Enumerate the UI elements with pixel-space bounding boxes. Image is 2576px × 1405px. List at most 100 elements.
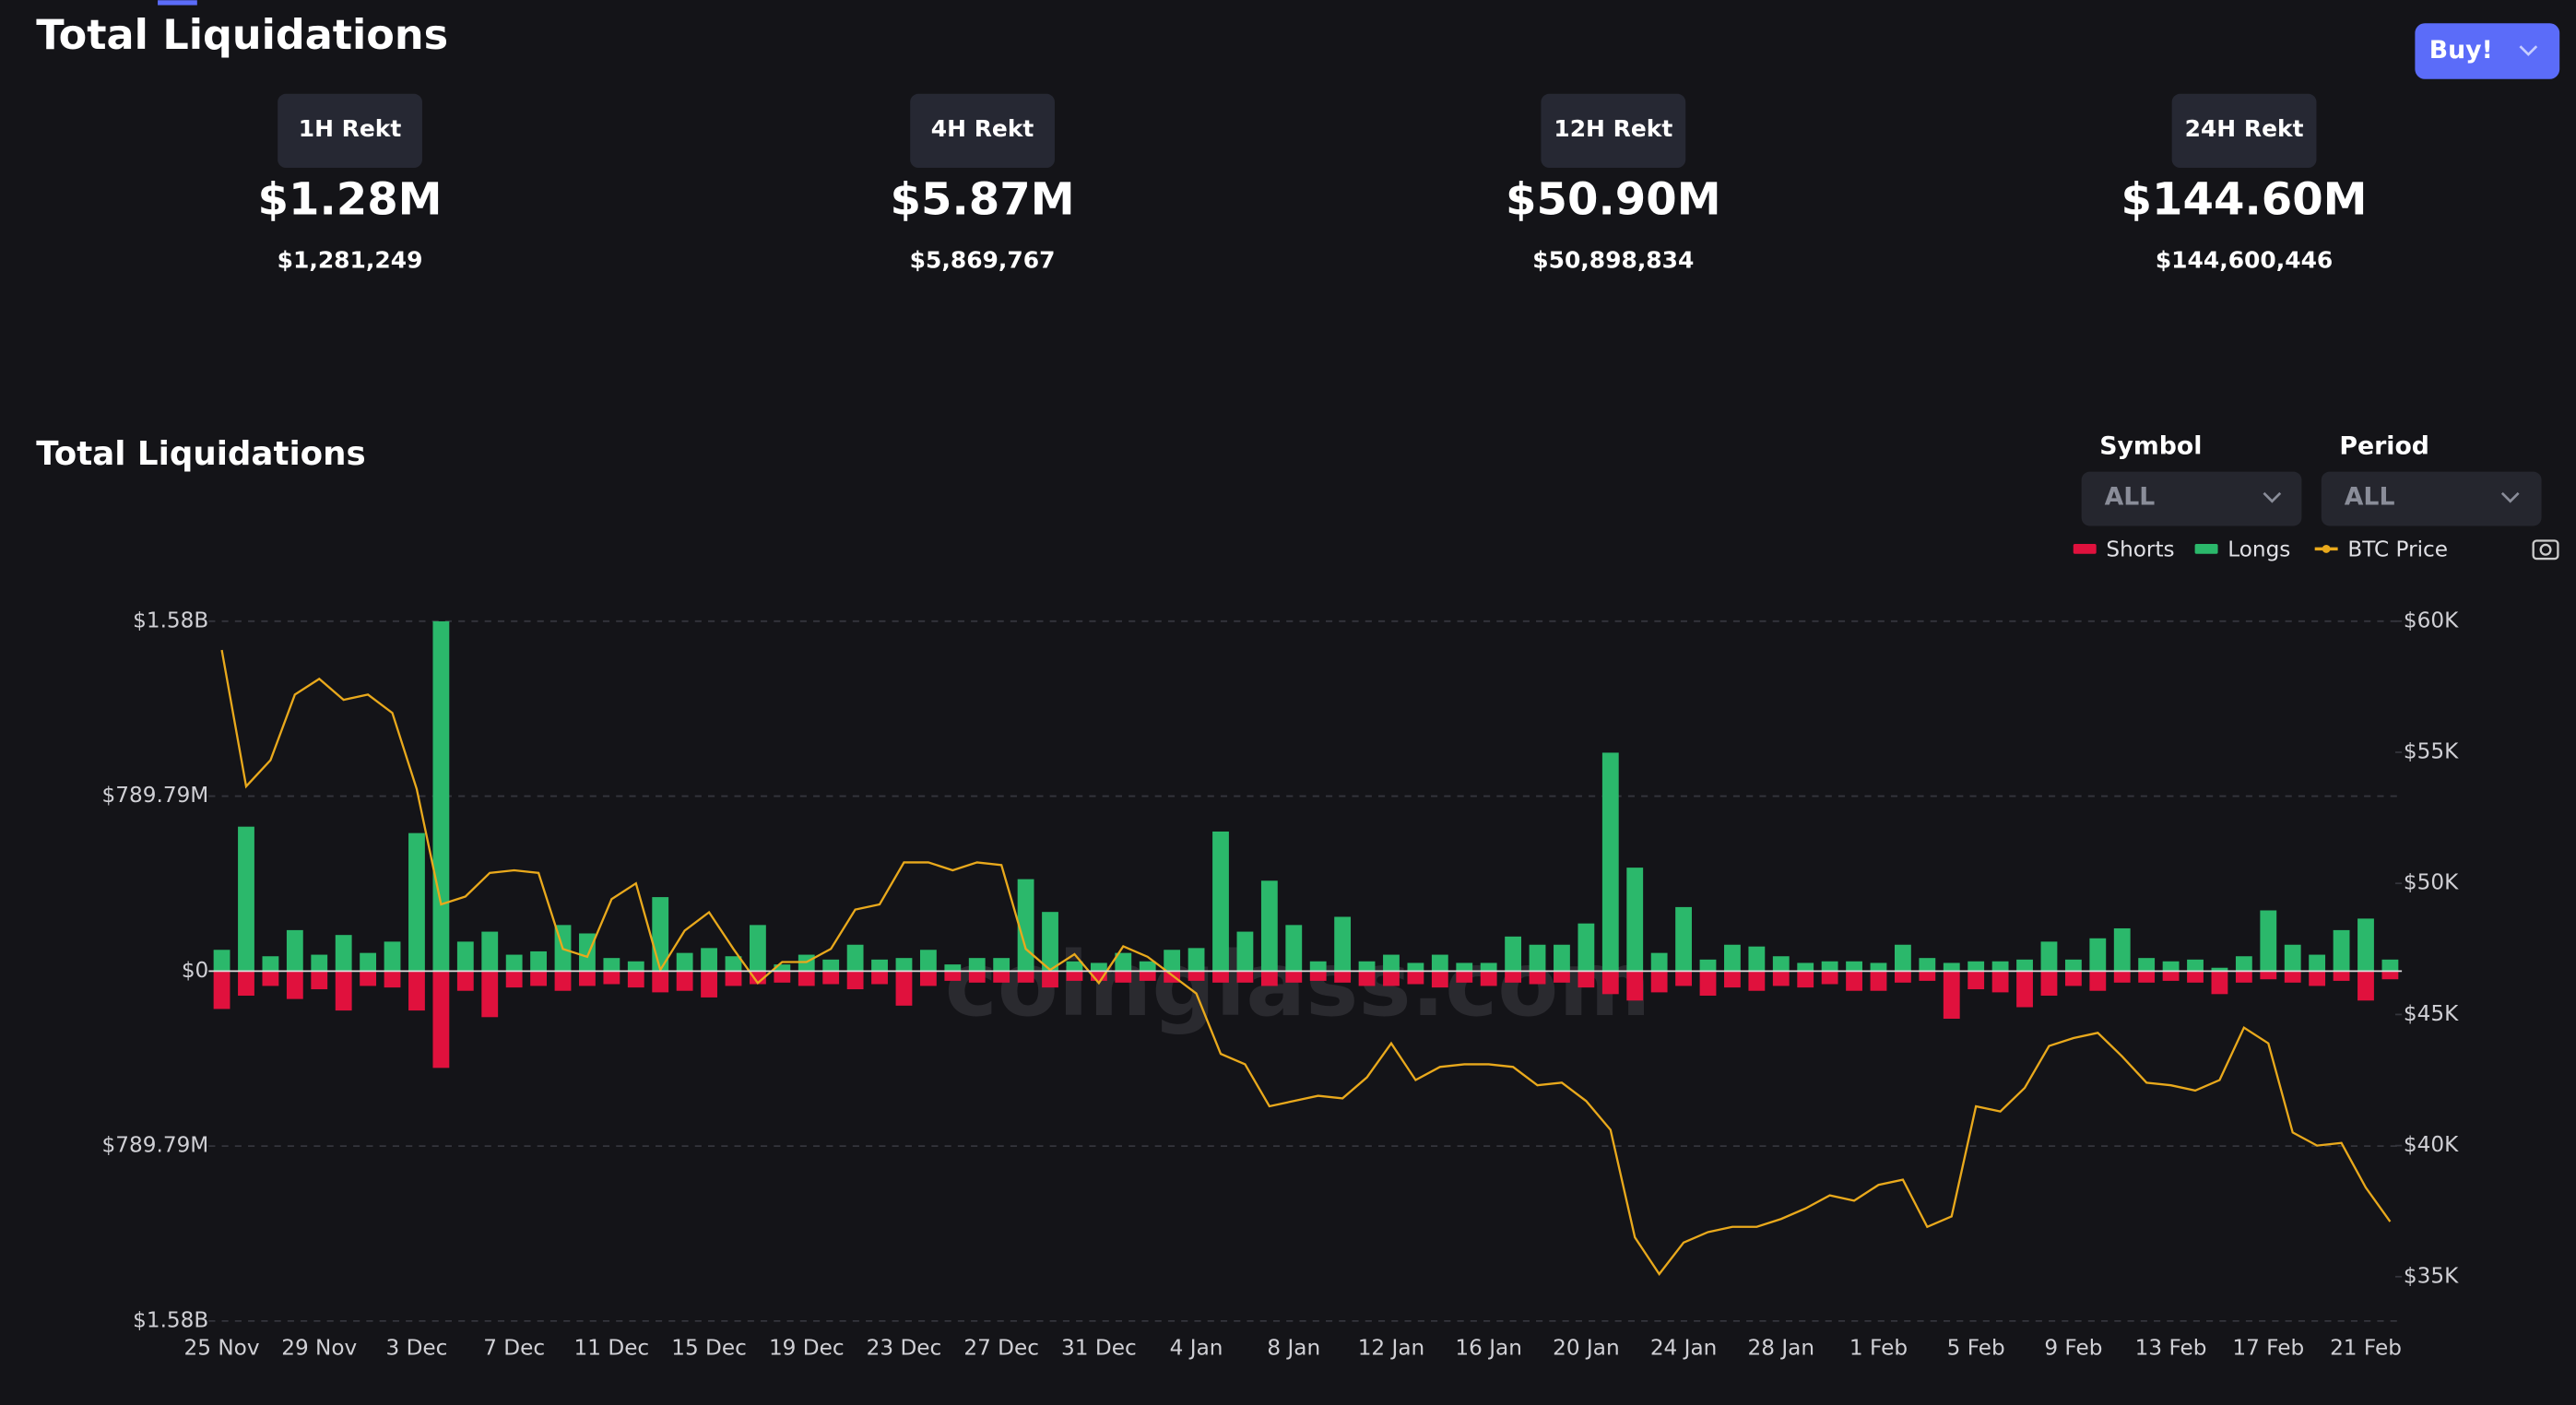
- x-tick-label: 17 Feb: [2232, 1337, 2304, 1361]
- bar: [2381, 959, 2399, 972]
- symbol-dropdown[interactable]: ALL: [2081, 471, 2302, 526]
- bar: [1772, 956, 1790, 972]
- bar: [944, 964, 962, 972]
- bar: [1724, 944, 1741, 972]
- y-tick-label: $1.58B: [133, 1308, 208, 1332]
- camera-lens[interactable]: [2539, 543, 2552, 556]
- bar: [1358, 971, 1376, 986]
- symbol-chevron[interactable]: [2263, 491, 2282, 503]
- bar: [238, 971, 254, 997]
- legend-swatch[interactable]: [2194, 544, 2218, 554]
- bar: [360, 971, 377, 986]
- bar: [968, 971, 986, 983]
- bar: [1529, 944, 1546, 972]
- bar: [2381, 971, 2399, 980]
- buy-button-label[interactable]: Buy!: [2429, 36, 2493, 65]
- bar: [238, 826, 254, 972]
- bar: [701, 971, 717, 998]
- bar: [1797, 971, 1814, 988]
- bar: [2040, 971, 2058, 997]
- bar: [944, 971, 962, 981]
- bar: [1188, 971, 1205, 981]
- camera-icon[interactable]: [2532, 539, 2559, 561]
- bar: [1870, 971, 1887, 991]
- x-tick-label: 7 Dec: [483, 1337, 545, 1361]
- stat-label: 1H Rekt: [299, 115, 402, 142]
- bar: [1115, 971, 1132, 983]
- bar: [481, 971, 499, 1018]
- bar: [1188, 948, 1205, 972]
- bar: [1578, 971, 1595, 988]
- bar: [286, 929, 303, 972]
- bar: [846, 944, 864, 972]
- legend-label[interactable]: BTC Price: [2347, 538, 2448, 562]
- bar: [1334, 971, 1352, 983]
- bar: [530, 950, 547, 972]
- y2-tick-label: $55K: [2404, 740, 2459, 764]
- bar: [603, 971, 620, 985]
- bar: [676, 971, 693, 991]
- x-tick-label: 12 Jan: [1358, 1337, 1425, 1361]
- x-tick-label: 27 Dec: [963, 1337, 1039, 1361]
- bar: [579, 971, 596, 986]
- bar: [1748, 946, 1766, 972]
- bar: [1821, 961, 1838, 972]
- bar: [1260, 971, 1278, 986]
- buy-button-bg[interactable]: [2415, 23, 2560, 79]
- bar: [1821, 971, 1838, 985]
- bar: [627, 961, 644, 972]
- symbol-value[interactable]: ALL: [2105, 483, 2156, 512]
- bar: [1285, 925, 1303, 972]
- legend-label[interactable]: Shorts: [2106, 538, 2174, 562]
- stat-label: 12H Rekt: [1554, 115, 1672, 142]
- x-tick-label: 9 Feb: [2044, 1337, 2102, 1361]
- period-dropdown[interactable]: ALL: [2321, 471, 2542, 526]
- bar: [822, 959, 840, 972]
- bar: [2113, 927, 2131, 972]
- page-title: Total Liquidations: [36, 11, 448, 59]
- bar: [2064, 971, 2082, 986]
- y2-tick-label: $45K: [2404, 1002, 2459, 1026]
- symbol-dropdown-bg[interactable]: [2081, 471, 2302, 526]
- x-tick-label: 16 Jan: [1455, 1337, 1522, 1361]
- bar: [1554, 971, 1570, 983]
- buy-button[interactable]: Buy!: [2415, 23, 2560, 79]
- bar: [2016, 959, 2033, 972]
- bar: [2284, 944, 2301, 972]
- camera-body[interactable]: [2532, 539, 2559, 561]
- legend-label[interactable]: Longs: [2227, 538, 2290, 562]
- period-value[interactable]: ALL: [2345, 483, 2395, 512]
- bar: [311, 971, 328, 990]
- buy-chevron[interactable]: [2519, 45, 2538, 56]
- stat-exact: $50,898,834: [1532, 247, 1694, 274]
- bar: [603, 958, 620, 972]
- x-tick-label: 19 Dec: [769, 1337, 845, 1361]
- bar: [1601, 752, 1619, 972]
- bar: [481, 931, 499, 972]
- period-chevron[interactable]: [2500, 491, 2520, 503]
- bar: [1699, 959, 1717, 972]
- legend-swatch[interactable]: [2073, 544, 2097, 554]
- stat-value: $144.60M: [2121, 173, 2368, 225]
- y-tick-label: $0: [182, 959, 208, 983]
- bar: [1066, 971, 1083, 981]
- x-tick-label: 25 Nov: [184, 1337, 260, 1361]
- period-dropdown-bg[interactable]: [2321, 471, 2542, 526]
- x-tick-label: 21 Feb: [2330, 1337, 2402, 1361]
- x-tick-label: 24 Jan: [1650, 1337, 1718, 1361]
- bar: [1748, 971, 1766, 991]
- bar: [1554, 944, 1570, 972]
- bar: [1480, 962, 1497, 972]
- bar: [1066, 961, 1083, 972]
- bar: [750, 971, 766, 985]
- stat-value: $5.87M: [891, 173, 1075, 225]
- bar: [1797, 962, 1814, 972]
- x-tick-label: 23 Dec: [867, 1337, 942, 1361]
- legend-dot[interactable]: [2322, 544, 2331, 553]
- stat-tab: [1541, 93, 1686, 168]
- bar: [1967, 961, 1985, 972]
- bar: [1505, 971, 1522, 983]
- bar: [408, 832, 425, 972]
- bar: [1991, 961, 2009, 972]
